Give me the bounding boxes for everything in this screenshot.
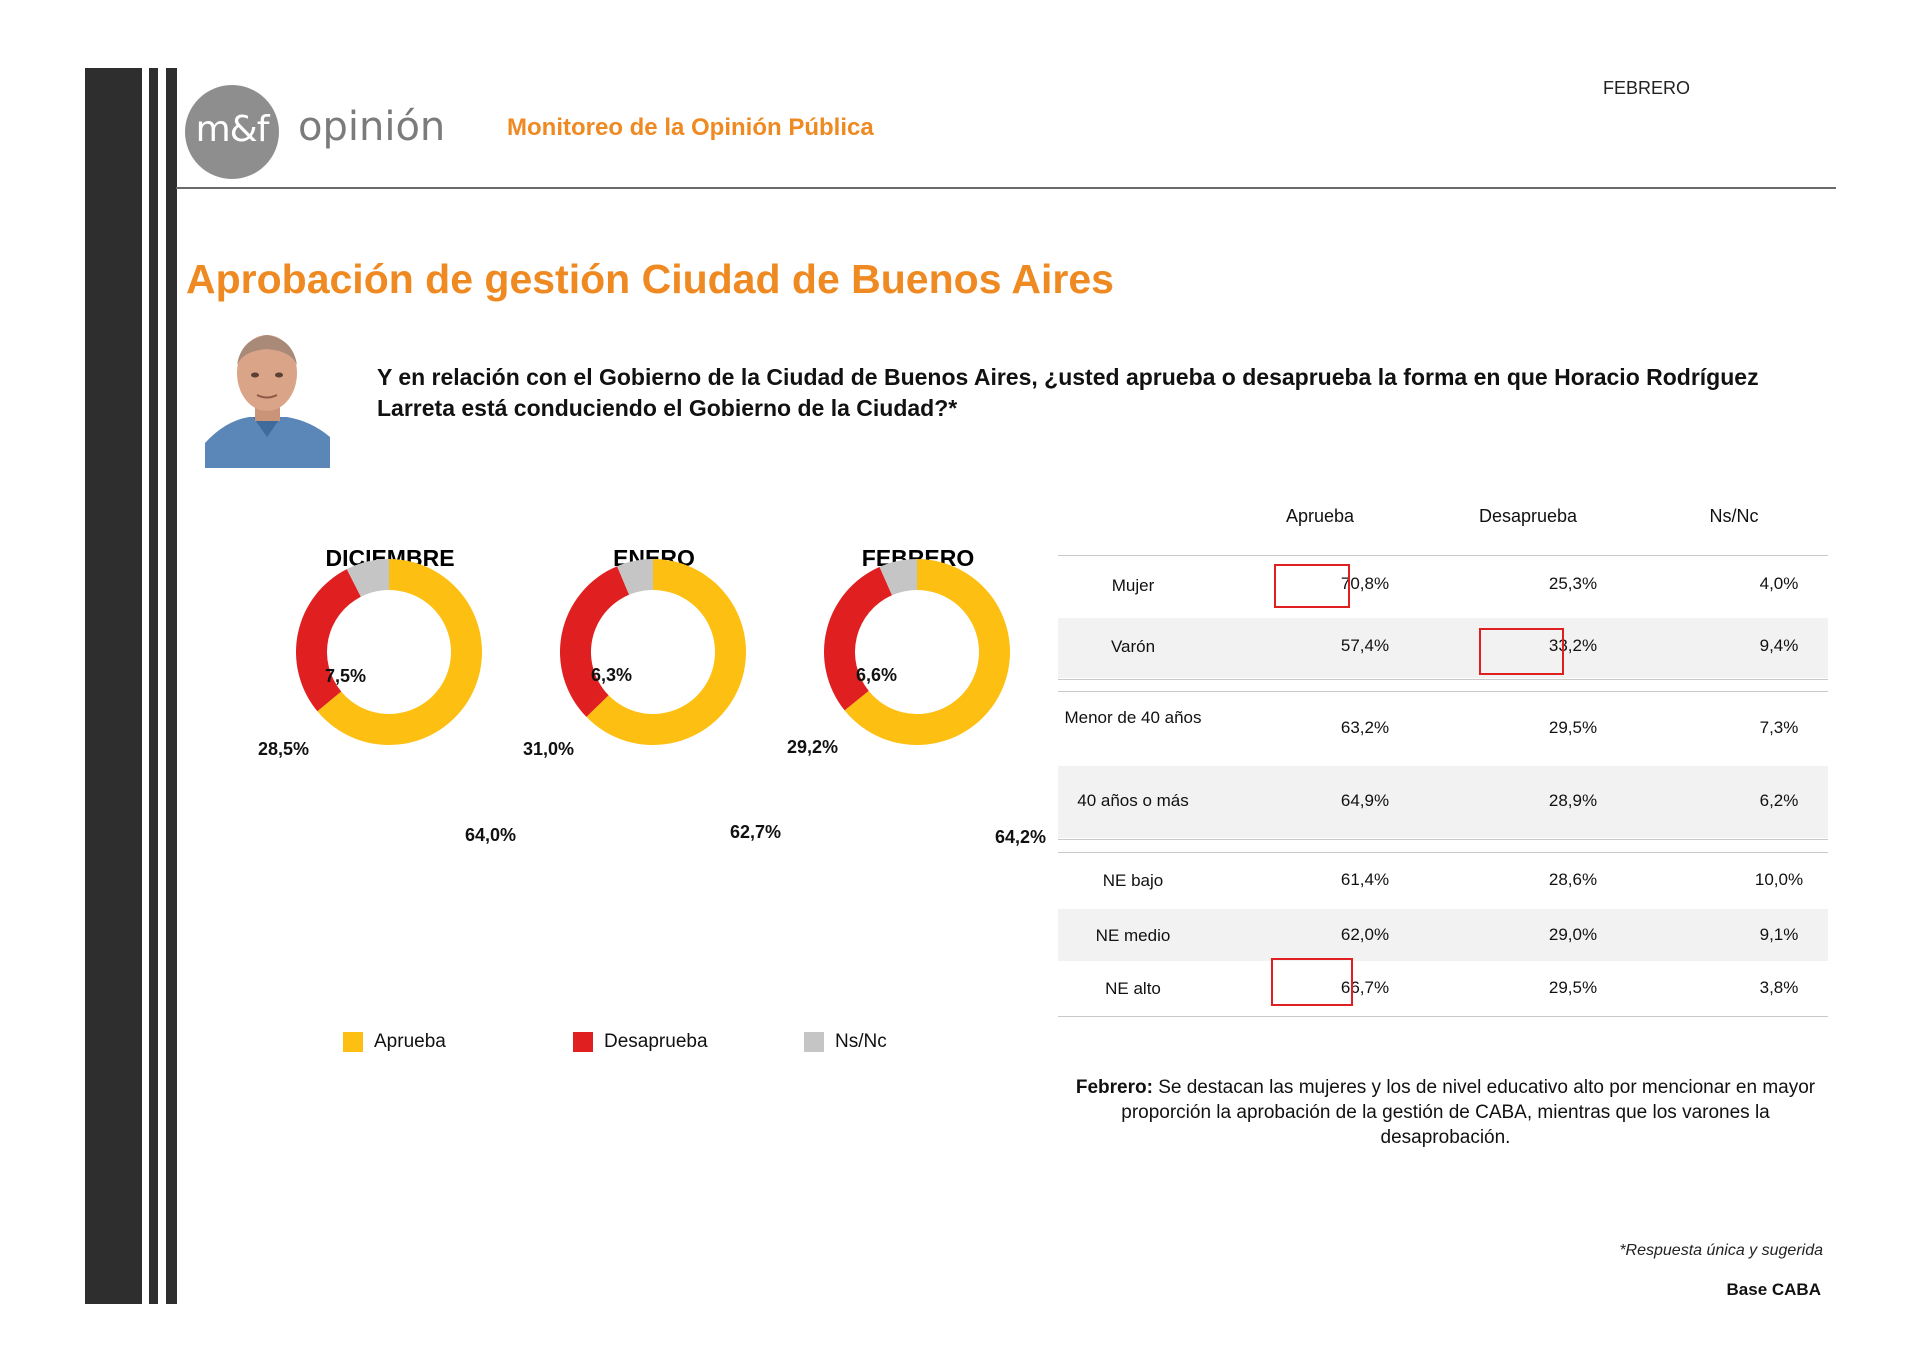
donut-slice-febrero-nsnc	[879, 559, 917, 596]
footnote: *Respuesta única y sugerida	[1619, 1242, 1823, 1259]
donut-slice-diciembre-aprueba	[317, 559, 482, 746]
table-row: NE bajo 61,4% 28,6% 10,0%	[1058, 853, 1828, 907]
legend-nsnc: Ns/Nc	[804, 1030, 887, 1054]
note-lead: Febrero:	[1075, 1077, 1153, 1098]
table-row: Varón 57,4% 33,2% 9,4%	[1058, 618, 1828, 678]
label-diciembre-nsnc: 7,5%	[325, 666, 367, 686]
donut-slice-enero-nsnc	[617, 559, 653, 595]
legend-desaprueba: Desaprueba	[573, 1030, 708, 1054]
label-febrero-nsnc: 6,6%	[856, 665, 898, 685]
donut-slice-enero-desaprueba	[559, 566, 630, 717]
legend-label-aprueba: Aprueba	[374, 1031, 446, 1052]
header-subtitle: Monitoreo de la Opinión Pública	[507, 114, 874, 141]
label-febrero-desaprueba: 29,2%	[787, 737, 839, 757]
donut-slice-enero-aprueba	[586, 559, 746, 745]
cell-nsnc: 10,0%	[1754, 870, 1804, 889]
cell-desaprueba: 33,2%	[1548, 636, 1598, 655]
cell-desaprueba: 29,0%	[1548, 925, 1598, 944]
table-rule	[1058, 679, 1828, 680]
row-label: NE bajo	[1102, 871, 1164, 890]
legend-swatch-nsnc	[804, 1032, 824, 1052]
legend-swatch-aprueba	[343, 1032, 363, 1052]
table-rule	[1058, 839, 1828, 840]
table-header-nsnc: Ns/Nc	[1709, 506, 1759, 526]
left-stripe-wide	[85, 68, 142, 1304]
table-rule	[1058, 555, 1828, 556]
table-row: 40 años o más 64,9% 28,9% 6,2%	[1058, 766, 1828, 838]
table-header-aprueba: Aprueba	[1285, 506, 1355, 526]
cell-desaprueba: 28,6%	[1548, 870, 1598, 889]
header-divider	[176, 187, 1836, 189]
cell-desaprueba: 29,5%	[1548, 718, 1598, 737]
cell-nsnc: 7,3%	[1759, 718, 1799, 737]
highlight-box-mujer-aprueba	[1274, 564, 1350, 608]
logo-mark-text: m&f	[195, 109, 270, 150]
cell-desaprueba: 25,3%	[1548, 574, 1598, 593]
label-enero-desaprueba: 31,0%	[523, 739, 575, 759]
label-febrero-aprueba: 64,2%	[995, 827, 1047, 847]
left-stripe-thin-2	[166, 68, 177, 1304]
row-label: Mujer	[1111, 576, 1155, 595]
table-row: NE alto 66,7% 29,5% 3,8%	[1058, 962, 1828, 1016]
cell-nsnc: 4,0%	[1759, 574, 1799, 593]
brand-logo-word: opinión	[298, 104, 446, 150]
table-rule	[1058, 691, 1828, 692]
note-text: Se destacan las mujeres y los de nivel e…	[1121, 1077, 1816, 1148]
donut-slice-febrero-desaprueba	[824, 566, 893, 711]
highlight-box-varon-desaprueba	[1479, 628, 1564, 675]
cell-aprueba: 64,9%	[1340, 791, 1390, 810]
donut-slice-diciembre-nsnc	[346, 559, 389, 597]
row-label: Menor de 40 años	[1064, 708, 1202, 727]
label-enero-nsnc: 6,3%	[591, 665, 633, 685]
page-title: Aprobación de gestión Ciudad de Buenos A…	[186, 256, 1114, 302]
table-row: Menor de 40 años 63,2% 29,5% 7,3%	[1058, 692, 1828, 764]
legend-swatch-desaprueba	[573, 1032, 593, 1052]
highlight-box-nealto-aprueba	[1271, 958, 1353, 1006]
portrait-photo	[205, 325, 330, 468]
cell-nsnc: 6,2%	[1759, 791, 1799, 810]
cell-aprueba: 57,4%	[1340, 636, 1390, 655]
donut-slice-diciembre-desaprueba	[295, 569, 361, 712]
cell-desaprueba: 28,9%	[1548, 791, 1598, 810]
cell-aprueba: 70,8%	[1340, 574, 1390, 593]
row-label: Varón	[1110, 637, 1156, 656]
cell-desaprueba: 29,5%	[1548, 978, 1598, 997]
label-diciembre-desaprueba: 28,5%	[258, 739, 310, 759]
table-row: NE medio 62,0% 29,0% 9,1%	[1058, 909, 1828, 961]
table-row: Mujer 70,8% 25,3% 4,0%	[1058, 556, 1828, 616]
legend-aprueba: Aprueba	[343, 1030, 446, 1054]
survey-question: Y en relación con el Gobierno de la Ciud…	[377, 364, 1759, 421]
label-diciembre-aprueba: 64,0%	[465, 825, 517, 845]
header-month: FEBRERO	[1603, 78, 1691, 98]
donut-svg	[295, 559, 1010, 746]
analysis-note: Febrero: Se destacan las mujeres y los d…	[1073, 1075, 1818, 1150]
left-stripe-thin-1	[149, 68, 158, 1304]
cell-aprueba: 63,2%	[1340, 718, 1390, 737]
label-enero-aprueba: 62,7%	[730, 822, 782, 842]
legend-label-desaprueba: Desaprueba	[604, 1031, 708, 1052]
table-header-desaprueba: Desaprueba	[1478, 506, 1578, 526]
table-rule	[1058, 1016, 1828, 1017]
row-label: NE medio	[1095, 926, 1171, 945]
row-label: 40 años o más	[1077, 791, 1189, 810]
row-label: NE alto	[1105, 979, 1161, 998]
cell-nsnc: 9,1%	[1759, 925, 1799, 944]
donut-slice-febrero-aprueba	[844, 559, 1010, 745]
cell-nsnc: 3,8%	[1759, 978, 1799, 997]
cell-aprueba: 62,0%	[1340, 925, 1390, 944]
table-rule	[1058, 852, 1828, 853]
cell-aprueba: 61,4%	[1340, 870, 1390, 889]
brand-logo-mark: m&f	[185, 85, 279, 179]
base-label: Base CABA	[1726, 1280, 1821, 1299]
legend-label-nsnc: Ns/Nc	[835, 1031, 887, 1052]
cell-nsnc: 9,4%	[1759, 636, 1799, 655]
